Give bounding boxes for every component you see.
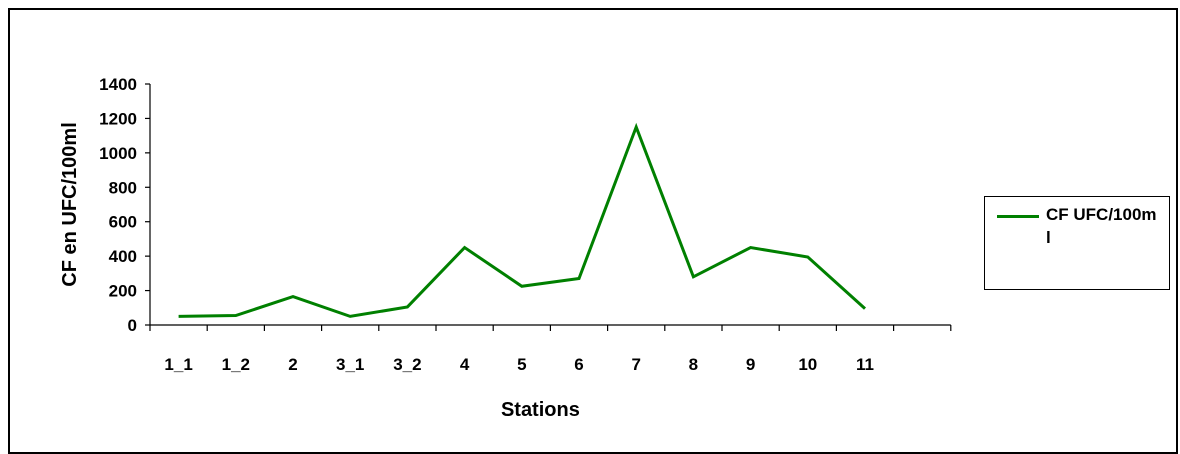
y-tick-label: 1200 [99, 109, 137, 128]
y-tick-label: 400 [109, 247, 137, 266]
x-tick-label: 3_1 [336, 355, 364, 374]
legend: CF UFC/100ml [984, 196, 1170, 290]
series-line [178, 122, 867, 318]
x-tick-label: 1_1 [164, 355, 192, 374]
x-axis-ticks: 1_1 1_2 2 3_1 3_2 4 5 6 7 8 9 10 11 [149, 325, 952, 374]
legend-swatch [997, 215, 1039, 218]
x-tick-label: 11 [856, 355, 874, 374]
y-axis-ticks: 0 200 400 600 800 1000 1200 1400 [99, 75, 150, 335]
chart-frame [8, 8, 1178, 454]
y-axis-title: CF en UFC/100ml [59, 122, 81, 286]
x-tick-label: 6 [574, 355, 583, 374]
x-tick-label: 5 [517, 355, 526, 374]
x-axis-title: Stations [501, 399, 580, 421]
x-tick-label: 2 [288, 355, 297, 374]
series-layer [178, 122, 867, 318]
x-tick-label: 1_2 [222, 355, 250, 374]
y-tick-label: 200 [109, 282, 137, 301]
x-tick-label: 8 [689, 355, 698, 374]
x-tick-label: 9 [746, 355, 755, 374]
x-tick-label: 10 [798, 355, 817, 374]
y-tick-label: 600 [109, 213, 137, 232]
x-tick-label: 7 [631, 355, 640, 374]
x-tick-label: 4 [460, 355, 470, 374]
y-tick-label: 0 [128, 316, 137, 335]
y-tick-label: 800 [109, 178, 137, 197]
y-tick-label: 1400 [99, 75, 137, 94]
legend-series-label: CF UFC/100ml [1046, 205, 1157, 247]
x-tick-label: 3_2 [393, 355, 421, 374]
y-tick-label: 1000 [99, 144, 137, 163]
